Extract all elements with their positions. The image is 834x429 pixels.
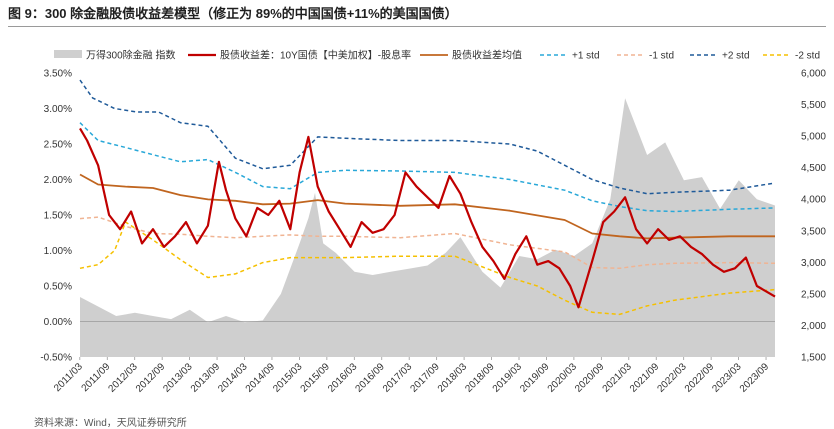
- y-left-tick-label: 2.00%: [44, 175, 72, 186]
- x-tick-label: 2021/09: [628, 361, 662, 395]
- x-tick-label: 2023/09: [738, 361, 772, 395]
- x-tick-label: 2018/09: [463, 361, 497, 395]
- x-tick-label: 2022/09: [683, 361, 717, 395]
- x-tick-label: 2020/09: [573, 361, 607, 395]
- figure-title: 图 9：300 除金融股债收益差模型（修正为 89%的中国国债+11%的美国国债…: [8, 6, 458, 21]
- legend-label-plus2-std-line: +2 std: [722, 51, 750, 62]
- x-tick-label: 2012/03: [106, 361, 140, 395]
- plus2-std-line: [79, 79, 776, 195]
- x-tick-label: 2016/09: [354, 361, 388, 395]
- x-tick-label: 2015/09: [299, 361, 333, 395]
- y-right-tick-label: 3,000: [801, 258, 826, 269]
- y-left-tick-label: 2.50%: [44, 140, 72, 151]
- y-right-tick-label: 2,000: [801, 321, 826, 332]
- y-left-tick-label: -0.50%: [40, 353, 72, 364]
- title-divider: [8, 26, 826, 27]
- x-tick-label: 2020/03: [546, 361, 580, 395]
- x-tick-label: 2011/03: [52, 361, 85, 394]
- x-tick-label: 2015/03: [271, 361, 305, 395]
- x-tick-label: 2018/03: [436, 361, 470, 395]
- mean-line: [79, 173, 775, 240]
- x-tick-label: 2022/03: [655, 361, 689, 395]
- spread-line-layer: [79, 127, 776, 309]
- y-right-tick-label: 5,500: [801, 100, 826, 111]
- y-right-tick-label: 2,500: [801, 289, 826, 300]
- index-area: [80, 98, 775, 357]
- legend-label-mean-line: 股债收益差均值: [452, 49, 522, 62]
- legend-label-spread-line: 股债收益差：10Y国债【中美加权】-股息率: [220, 49, 411, 62]
- y-right-tick-label: 5,000: [801, 132, 826, 143]
- legend-label-plus1-std-line: +1 std: [572, 51, 600, 62]
- x-tick-label: 2023/03: [710, 361, 744, 395]
- y-left-tick-label: 1.50%: [44, 211, 72, 222]
- x-tick-label: 2017/03: [381, 361, 415, 395]
- index-area-layer: [80, 98, 775, 357]
- y-left-tick-label: 3.50%: [44, 69, 72, 80]
- x-axis: 2011/032011/092012/032012/092013/032013/…: [52, 357, 771, 395]
- y-axis-left: -0.50% 0.00% 0.50% 1.00% 1.50% 2.00% 2.50% 3.00…: [40, 69, 72, 364]
- x-tick-label: 2014/09: [244, 361, 278, 395]
- y-left-tick-label: 0.00%: [44, 317, 72, 328]
- plus1-std-line: [79, 122, 776, 213]
- spread-line: [79, 127, 776, 309]
- y-right-tick-label: 4,500: [801, 163, 826, 174]
- legend-label-minus2-std-line: -2 std: [795, 51, 820, 62]
- x-tick-label: 2013/03: [161, 361, 195, 395]
- y-right-tick-label: 3,500: [801, 226, 826, 237]
- y-left-tick-label: 1.00%: [44, 246, 72, 257]
- y-left-tick-label: 3.00%: [44, 104, 72, 115]
- legend-label-index-area: 万得300除金融 指数: [86, 49, 175, 62]
- legend-label-minus1-std-line: -1 std: [649, 51, 674, 62]
- legend: 万得300除金融 指数 股债收益差：10Y国债【中美加权】-股息率 股债收益差均值 +…: [54, 49, 820, 62]
- y-right-tick-label: 1,500: [801, 353, 826, 364]
- y-right-tick-label: 4,000: [801, 195, 826, 206]
- legend-swatch-index-area: [54, 50, 82, 58]
- minus2-std-line: [79, 221, 776, 316]
- x-tick-label: 2014/03: [216, 361, 250, 395]
- x-tick-label: 2019/03: [491, 361, 525, 395]
- x-tick-label: 2019/09: [518, 361, 552, 395]
- source-note: 资料来源：Wind，天风证券研究所: [34, 418, 187, 429]
- x-tick-label: 2017/09: [408, 361, 442, 395]
- y-left-tick-label: 0.50%: [44, 282, 72, 293]
- x-tick-label: 2013/09: [189, 361, 223, 395]
- y-right-tick-label: 6,000: [801, 69, 826, 80]
- x-tick-label: 2021/03: [601, 361, 635, 395]
- y-axis-right: 1,500 2,000 2,500 3,000 3,500 4,000 4,500 5,000…: [801, 69, 826, 364]
- x-tick-label: 2016/03: [326, 361, 360, 395]
- x-tick-label: 2012/09: [134, 361, 168, 395]
